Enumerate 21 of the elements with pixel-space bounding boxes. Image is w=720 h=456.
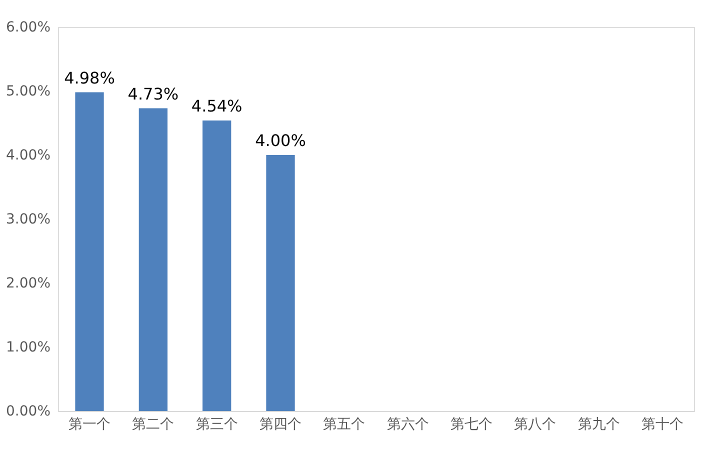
x-tick-label: 第七个	[450, 416, 492, 432]
data-label: 4.73%	[128, 84, 179, 104]
x-tick-label: 第五个	[323, 416, 366, 432]
x-tick-label: 第四个	[260, 416, 302, 432]
y-tick-label: 3.00%	[6, 212, 50, 228]
data-label: 4.54%	[191, 96, 242, 116]
x-tick-label: 第九个	[578, 416, 620, 432]
x-tick-label: 第一个	[68, 416, 111, 432]
y-tick-label: 2.00%	[6, 276, 50, 292]
x-tick-label: 第八个	[514, 416, 556, 432]
x-tick-label: 第六个	[386, 416, 429, 432]
y-tick-label: 4.00%	[6, 148, 50, 164]
y-tick-label: 0.00%	[6, 404, 50, 420]
data-label: 4.98%	[64, 68, 115, 88]
y-tick-label: 5.00%	[6, 84, 50, 100]
y-tick-label: 6.00%	[6, 20, 50, 36]
y-tick-label: 1.00%	[6, 340, 50, 356]
data-label: 4.00%	[255, 131, 306, 150]
x-tick-label: 第十个	[641, 416, 684, 432]
x-tick-label: 第三个	[196, 416, 238, 432]
x-tick-label: 第二个	[132, 416, 174, 432]
